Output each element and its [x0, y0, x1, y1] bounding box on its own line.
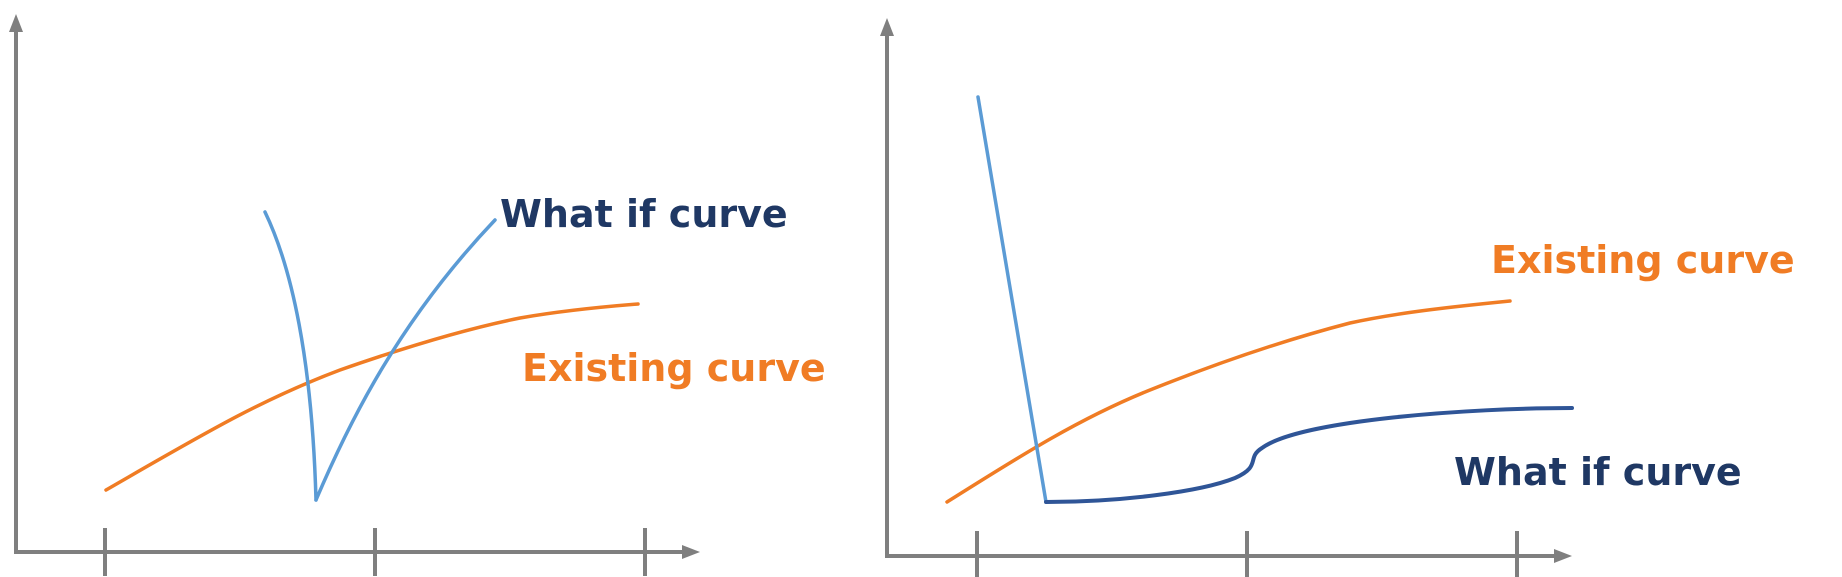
left-x-axis-arrow-icon: [682, 545, 700, 559]
left-whatif-curve-rising: [314, 218, 497, 502]
left-y-axis-arrow-icon: [9, 14, 23, 32]
right-y-axis-arrow-icon: [880, 18, 894, 36]
right-existing-curve: [945, 299, 1512, 504]
right-x-axis-arrow-icon: [1554, 549, 1572, 563]
right-panel: Existing curve What if curve: [880, 18, 1795, 577]
left-panel: What if curve Existing curve: [9, 14, 826, 576]
left-existing-curve: [104, 302, 640, 492]
right-whatif-label: What if curve: [1454, 450, 1742, 494]
left-whatif-curve-falling: [263, 210, 318, 502]
right-whatif-curve-drop: [976, 95, 1048, 504]
left-whatif-label: What if curve: [500, 192, 788, 236]
left-existing-label: Existing curve: [522, 346, 826, 390]
left-axes: [9, 14, 700, 576]
right-existing-label: Existing curve: [1491, 238, 1795, 282]
right-whatif-curve-flat: [1044, 406, 1574, 504]
right-axes: [880, 18, 1572, 577]
